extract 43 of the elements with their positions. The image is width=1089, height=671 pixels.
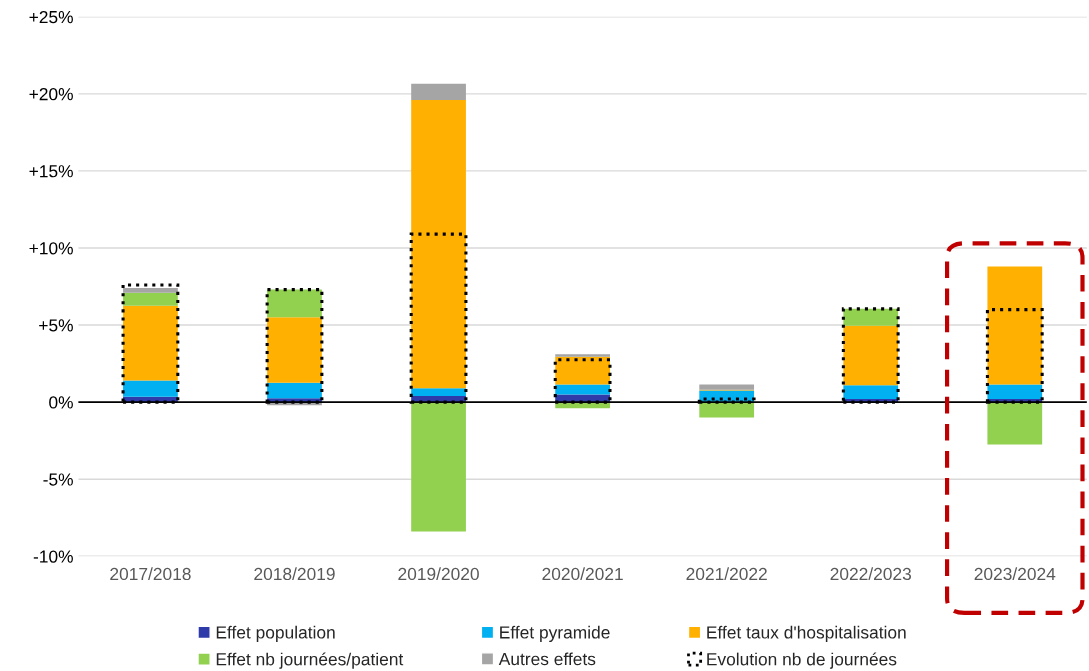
bar [987,402,1043,445]
legend-label: Effet population [216,625,335,643]
bar [411,402,466,532]
bar [843,325,899,386]
bar [411,388,466,396]
y-tick-label: +15% [29,165,73,178]
bar [699,384,755,390]
y-tick-label: +10% [29,242,73,255]
y-tick-label: 0% [49,396,73,409]
bar [123,305,178,381]
bar [267,289,322,318]
x-tick-label: 2019/2020 [398,567,479,581]
x-tick-label: 2022/2023 [830,567,912,581]
legend-label: Effet nb journées/patient [216,652,404,669]
bar [267,317,322,383]
bar [555,354,610,357]
bar [843,308,899,326]
bar [123,288,178,293]
bar [555,384,610,395]
legend-label: Effet taux d'hospitalisation [707,625,906,643]
legend-label: Evolution nb de journées [707,652,897,669]
bar [123,292,178,306]
bar [267,382,322,399]
x-tick-label: 2021/2022 [686,567,767,581]
x-tick-label: 2023/2024 [974,567,1056,581]
x-tick-label: 2018/2019 [254,567,335,581]
bar [987,266,1043,385]
legend-label: Effet pyramide [500,625,610,643]
y-tick-label: +5% [39,319,73,332]
bar [123,380,178,397]
x-tick-label: 2017/2018 [110,567,191,581]
y-tick-label: -5% [43,473,73,486]
bar [987,384,1043,400]
bar [411,83,466,101]
y-tick-label: +25% [29,10,73,24]
legend-label: Autres effets [498,652,596,666]
x-tick-label: 2020/2021 [542,567,623,581]
bar [843,385,899,400]
bar [699,402,755,418]
bar [555,356,610,385]
y-tick-label: +20% [29,88,73,101]
y-tick-label: -10% [33,550,73,563]
bar [411,100,466,389]
